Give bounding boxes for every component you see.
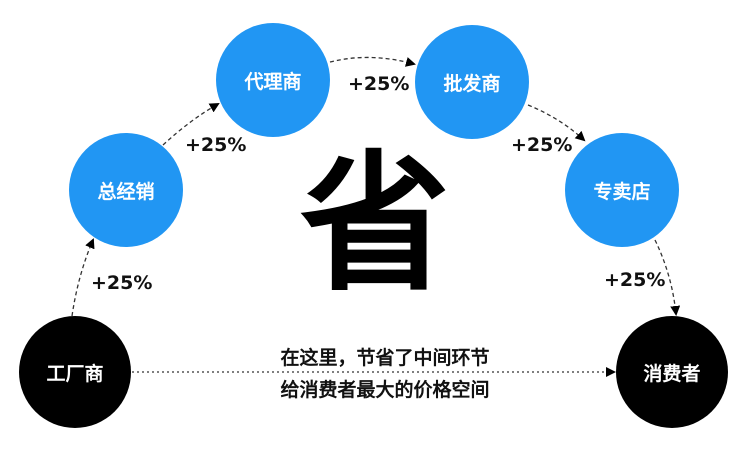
node-general-distributor: 总经销 [69,133,183,247]
arrow-store-to-consumer [654,239,681,316]
markup-label: +25% [348,73,410,95]
arrow-factory-to-distributor [71,238,95,317]
markup-label: +25% [511,134,573,156]
node-label: 代理商 [244,70,302,93]
node-store: 专卖店 [565,133,679,247]
arrow-distributor-to-agent [162,103,220,146]
node-factory: 工厂商 [19,316,131,428]
node-label: 工厂商 [46,362,104,385]
node-agent: 代理商 [216,23,330,137]
center-character: 省 [299,138,450,312]
node-label: 总经销 [97,180,155,203]
node-label: 消费者 [643,362,701,385]
message-line-2: 给消费者最大的价格空间 [280,379,490,401]
markup-label: +25% [604,269,666,291]
node-label: 专卖店 [593,180,651,203]
markup-label: +25% [185,134,247,156]
node-consumer: 消费者 [616,316,728,428]
markup-label: +25% [91,272,153,294]
node-wholesaler: 批发商 [415,25,529,139]
message-line-1: 在这里，节省了中间环节 [280,347,490,369]
arrow-agent-to-wholesaler [329,56,416,67]
node-label: 批发商 [443,72,501,95]
